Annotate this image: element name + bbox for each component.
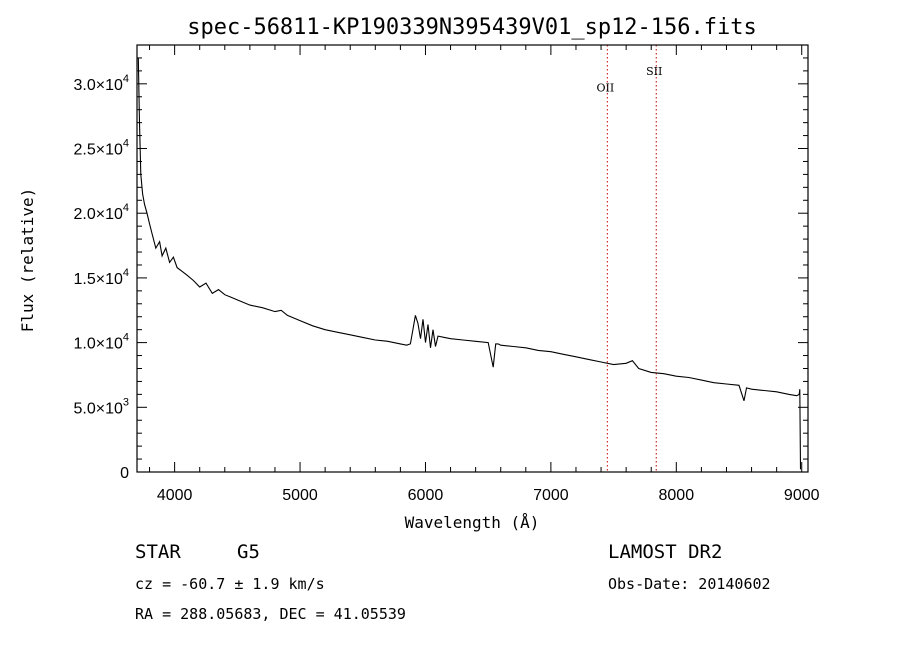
- coordinates-text: RA = 288.05683, DEC = 41.05539: [135, 605, 406, 623]
- x-axis-label: Wavelength (Å): [405, 513, 540, 532]
- y-tick-label: 3.0×104: [73, 73, 129, 94]
- y-tick-label: 0: [120, 465, 129, 482]
- spectral-line-markers: OII SII: [596, 45, 662, 472]
- x-tick-label: 9000: [784, 487, 820, 504]
- y-tick-label: 5.0×103: [73, 396, 129, 417]
- y-tick-label: 2.0×104: [73, 202, 129, 223]
- spectrum-line: [137, 57, 802, 470]
- object-subclass: G5: [237, 541, 260, 563]
- y-axis-label: Flux (relative): [18, 188, 37, 333]
- y-tick-label: 1.0×104: [73, 332, 129, 353]
- spectral-line-label: SII: [646, 65, 662, 78]
- obs-date-text: Obs-Date: 20140602: [608, 575, 771, 593]
- x-tick-label: 4000: [157, 487, 193, 504]
- chart-title: spec-56811-KP190339N395439V01_sp12-156.f…: [187, 15, 757, 40]
- x-tick-label: 5000: [282, 487, 318, 504]
- survey-name: LAMOST DR2: [608, 541, 722, 563]
- y-tick-label: 1.5×104: [73, 267, 129, 288]
- y-tick-labels: 0 5.0×103 1.0×104 1.5×104 2.0×104 2.5×104 3.0×…: [73, 73, 129, 482]
- x-tick-label: 8000: [659, 487, 695, 504]
- x-tick-label: 7000: [533, 487, 569, 504]
- axis-ticks: [137, 44, 808, 473]
- y-tick-label: 2.5×104: [73, 138, 129, 159]
- x-tick-labels: 4000 5000 6000 7000 8000 9000: [157, 487, 820, 504]
- object-class: STAR: [135, 541, 181, 563]
- redshift-text: cz = -60.7 ± 1.9 km/s: [135, 575, 325, 593]
- plot-frame: [136, 44, 809, 473]
- x-tick-label: 6000: [408, 487, 444, 504]
- spectral-line-label: OII: [596, 82, 614, 95]
